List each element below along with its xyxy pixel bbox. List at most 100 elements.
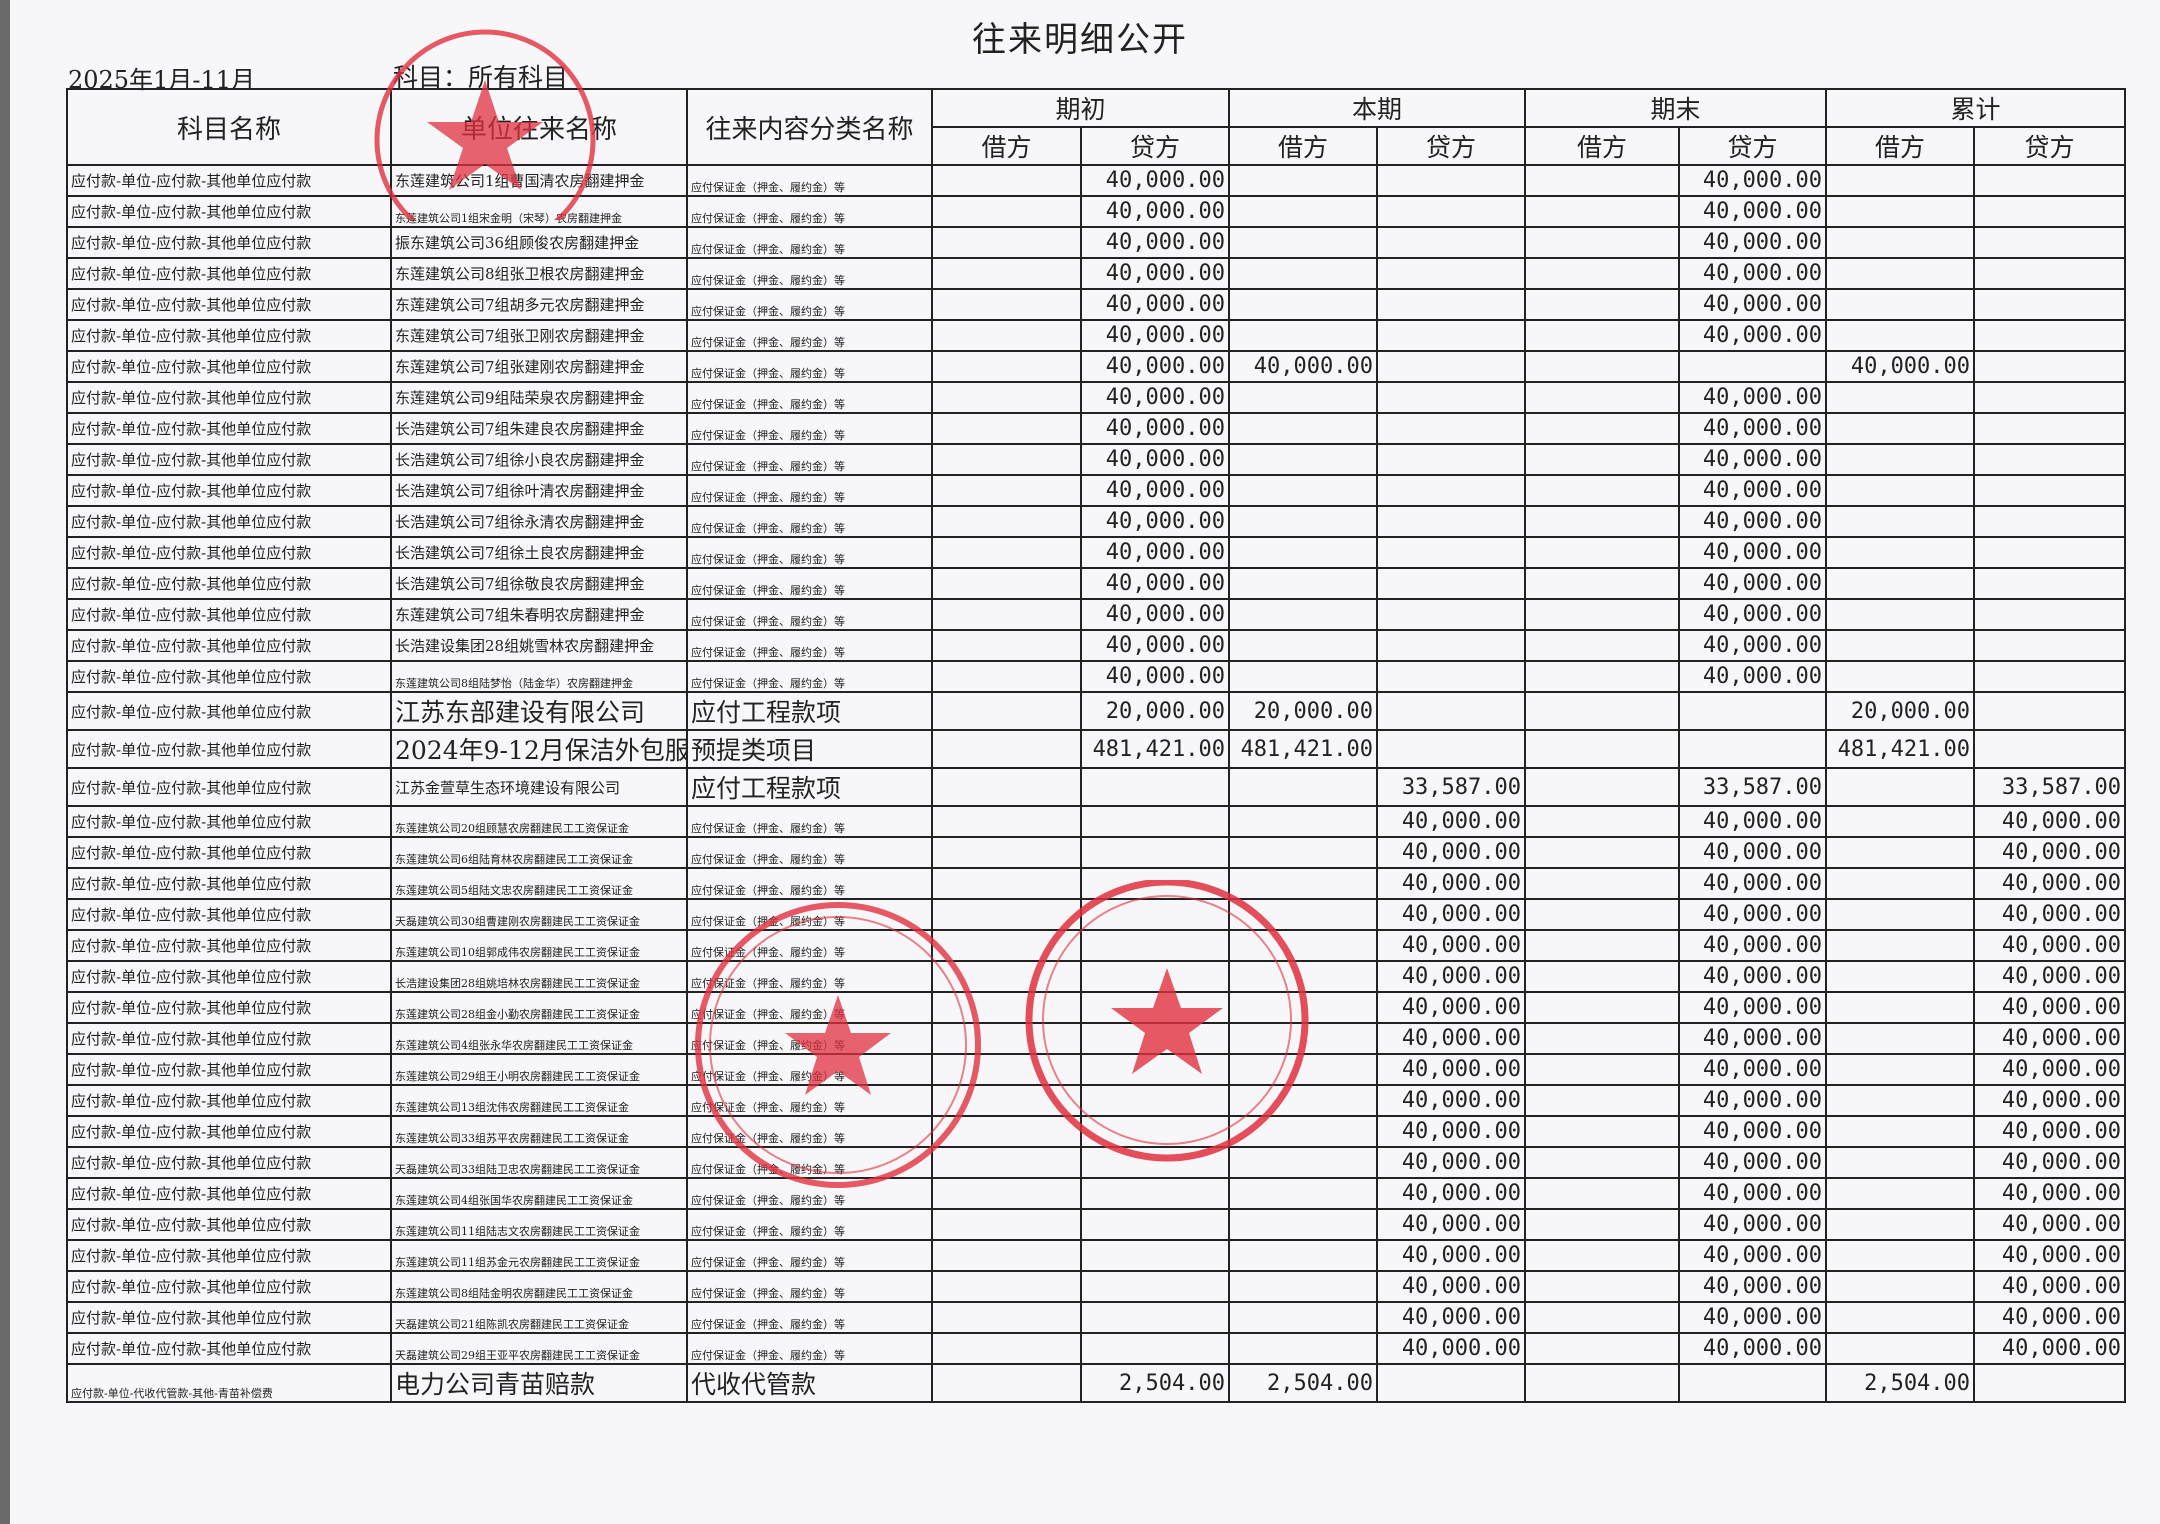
cell-category: 应付保证金（押金、履约金）等 [686, 319, 933, 352]
cell-current-credit: 40,000.00 [1376, 1208, 1527, 1241]
table-row: 应付款-单位-应付款-其他单位应付款 江苏东部建设有限公司 应付工程款项 20,000… [66, 691, 2127, 731]
cell-subject: 应付款-单位-应付款-其他单位应付款 [66, 1146, 392, 1179]
cell-closing-debit [1524, 1022, 1681, 1055]
cell-closing-debit [1524, 1363, 1681, 1403]
cell-opening-debit [931, 319, 1082, 352]
cell-opening-credit [1079, 1022, 1231, 1055]
cell-category: 应付保证金（押金、履约金）等 [686, 805, 933, 838]
cell-cumulative-debit [1825, 195, 1976, 228]
cell-subject: 应付款-单位-应付款-其他单位应付款 [66, 691, 392, 731]
cell-current-credit [1376, 226, 1527, 259]
cell-cumulative-credit: 40,000.00 [1973, 867, 2127, 900]
cell-closing-debit [1524, 536, 1681, 569]
cell-opening-credit: 40,000.00 [1079, 319, 1231, 352]
table-row: 应付款-单位-应付款-其他单位应付款2024年9-12月保洁外包服务费预提类项目… [66, 729, 2127, 769]
cell-cumulative-debit [1825, 1146, 1976, 1179]
cell-closing-credit [1678, 729, 1828, 769]
cell-category: 应付保证金（押金、履约金）等 [686, 1239, 933, 1272]
cell-closing-credit [1678, 691, 1828, 731]
cell-subject: 应付款-单位-应付款-其他单位应付款 [66, 505, 392, 538]
cell-closing-credit: 40,000.00 [1678, 898, 1828, 931]
cell-opening-debit [931, 226, 1082, 259]
cell-category: 应付保证金（押金、履约金）等 [686, 1177, 933, 1210]
cell-category: 应付保证金（押金、履约金）等 [686, 1301, 933, 1334]
cell-cumulative-debit: 481,421.00 [1825, 729, 1976, 769]
cell-opening-credit: 40,000.00 [1079, 629, 1231, 662]
cell-subject: 应付款-单位-应付款-其他单位应付款 [66, 991, 392, 1024]
cell-closing-credit: 40,000.00 [1678, 629, 1828, 662]
cell-category: 应付保证金（押金、履约金）等 [686, 1084, 933, 1117]
cell-cumulative-credit: 40,000.00 [1973, 1115, 2127, 1148]
cell-cumulative-credit [1973, 505, 2127, 538]
cell-subject: 应付款-单位-应付款-其他单位应付款 [66, 195, 392, 228]
cell-subject: 应付款-单位-应付款-其他单位应付款 [66, 767, 392, 807]
cell-cumulative-credit [1973, 164, 2127, 197]
cell-opening-debit [931, 1177, 1082, 1210]
cell-category: 应付保证金（押金、履约金）等 [686, 288, 933, 321]
cell-opening-credit: 40,000.00 [1079, 443, 1231, 476]
cell-current-debit [1228, 288, 1379, 321]
cell-current-debit [1228, 567, 1379, 600]
cell-subject: 应付款-单位-应付款-其他单位应付款 [66, 536, 392, 569]
cell-closing-debit [1524, 567, 1681, 600]
cell-closing-debit [1524, 729, 1681, 769]
cell-subject: 应付款-单位-应付款-其他单位应付款 [66, 1053, 392, 1086]
cell-opening-credit [1079, 1115, 1231, 1148]
cell-category: 应付保证金（押金、履约金）等 [686, 1332, 933, 1365]
cell-opening-debit [931, 598, 1082, 631]
cell-closing-credit: 40,000.00 [1678, 1053, 1828, 1086]
cell-closing-credit: 40,000.00 [1678, 319, 1828, 352]
cell-unit: 东莲建筑公司11组陆志文农房翻建民工工资保证金 [390, 1208, 688, 1241]
cell-opening-debit [931, 288, 1082, 321]
cell-cumulative-debit [1825, 660, 1976, 693]
cell-cumulative-credit [1973, 412, 2127, 445]
cell-cumulative-debit [1825, 1301, 1976, 1334]
cell-closing-credit [1678, 350, 1828, 383]
cell-opening-credit: 40,000.00 [1079, 505, 1231, 538]
cell-category: 应付保证金（押金、履约金）等 [686, 960, 933, 993]
cell-cumulative-debit [1825, 1239, 1976, 1272]
cell-opening-credit: 40,000.00 [1079, 660, 1231, 693]
cell-cumulative-debit [1825, 288, 1976, 321]
cell-unit: 东莲建筑公司7组张建刚农房翻建押金 [390, 350, 688, 383]
cell-closing-credit: 40,000.00 [1678, 1084, 1828, 1117]
cell-closing-debit [1524, 805, 1681, 838]
cell-closing-credit: 40,000.00 [1678, 412, 1828, 445]
header-credit: 贷方 [1678, 126, 1828, 166]
cell-cumulative-debit [1825, 1053, 1976, 1086]
cell-opening-credit [1079, 836, 1231, 869]
cell-closing-debit [1524, 1332, 1681, 1365]
cell-category: 应付保证金（押金、履约金）等 [686, 660, 933, 693]
cell-unit: 东莲建筑公司9组陆荣泉农房翻建押金 [390, 381, 688, 414]
cell-subject: 应付款-单位-应付款-其他单位应付款 [66, 598, 392, 631]
cell-cumulative-debit [1825, 257, 1976, 290]
cell-category: 应付保证金（押金、履约金）等 [686, 350, 933, 383]
header-credit: 贷方 [1376, 126, 1527, 166]
cell-cumulative-credit [1973, 381, 2127, 414]
cell-subject: 应付款-单位-应付款-其他单位应付款 [66, 867, 392, 900]
header-category: 往来内容分类名称 [686, 88, 933, 166]
cell-unit: 东莲建筑公司28组金小勤农房翻建民工工资保证金 [390, 991, 688, 1024]
cell-cumulative-debit: 40,000.00 [1825, 350, 1976, 383]
cell-opening-credit [1079, 898, 1231, 931]
cell-cumulative-credit: 40,000.00 [1973, 1270, 2127, 1303]
cell-opening-credit [1079, 1332, 1231, 1365]
cell-unit: 东莲建筑公司1组宋金明（宋琴）农房翻建押金 [390, 195, 688, 228]
cell-opening-credit: 20,000.00 [1079, 691, 1231, 731]
table-row: 应付款-单位-应付款-其他单位应付款 东莲建筑公司4组张国华农房翻建民工工资保证金… [66, 1177, 2127, 1210]
cell-subject: 应付款-单位-应付款-其他单位应付款 [66, 567, 392, 600]
cell-opening-credit [1079, 1053, 1231, 1086]
cell-current-debit [1228, 412, 1379, 445]
cell-opening-credit: 40,000.00 [1079, 350, 1231, 383]
cell-current-credit [1376, 474, 1527, 507]
cell-unit: 长浩建筑公司7组徐小良农房翻建押金 [390, 443, 688, 476]
cell-closing-credit: 40,000.00 [1678, 536, 1828, 569]
header-opening: 期初 [930, 88, 1231, 128]
cell-opening-credit [1079, 929, 1231, 962]
cell-cumulative-debit [1825, 567, 1976, 600]
cell-opening-debit [931, 867, 1082, 900]
cell-unit: 江苏东部建设有限公司 [390, 691, 688, 731]
cell-cumulative-debit [1825, 443, 1976, 476]
cell-closing-credit: 40,000.00 [1678, 1270, 1828, 1303]
cell-current-debit [1228, 381, 1379, 414]
